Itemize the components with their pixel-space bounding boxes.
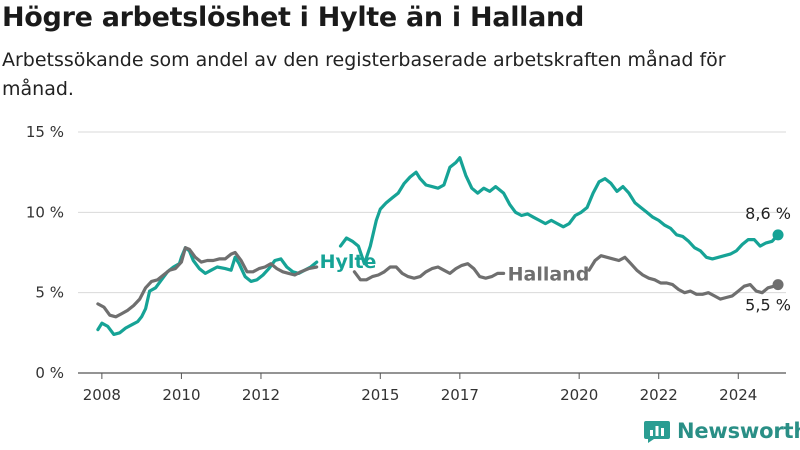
y-tick-label: 5 % <box>35 284 64 302</box>
x-tick-label: 2015 <box>361 386 399 404</box>
series-line-halland <box>587 254 780 301</box>
x-tick-label: 2022 <box>640 386 678 404</box>
series-labels: 8,6 % 5,5 % Hylte Halland <box>320 204 791 315</box>
chart-subtitle: Arbetssökande som andel av den registerb… <box>2 49 726 100</box>
series-line-hylte <box>338 156 780 266</box>
newsworthy-brand[interactable]: Newsworthy <box>644 419 800 443</box>
x-tick-label: 2012 <box>242 386 280 404</box>
end-point-hylte <box>772 229 784 241</box>
bar-chart-logo-icon <box>644 421 670 443</box>
end-point-halland <box>772 279 784 291</box>
chart-title: Högre arbetslöshet i Hylte än i Halland <box>2 2 584 33</box>
y-tick-label: 10 % <box>26 203 64 221</box>
x-tick-label: 2020 <box>560 386 598 404</box>
series-label-hylte: Hylte <box>320 251 377 273</box>
series-lines <box>96 156 784 336</box>
brand-name: Newsworthy <box>677 419 800 443</box>
y-tick-label: 0 % <box>35 364 64 382</box>
x-tick-label: 2008 <box>83 386 121 404</box>
series-line-hylte <box>96 246 319 336</box>
end-value-label-hylte: 8,6 % <box>745 204 791 223</box>
series-label-halland: Halland <box>508 263 590 285</box>
grid-lines <box>78 131 786 374</box>
x-tick-label: 2017 <box>441 386 479 404</box>
series-line-halland <box>96 246 319 319</box>
y-axis-ticks: 0 % 5 % 10 % 15 % <box>26 123 64 382</box>
series-line-halland <box>352 262 506 282</box>
y-tick-label: 15 % <box>26 123 64 141</box>
x-tick-label: 2024 <box>719 386 757 404</box>
x-axis-ticks: 2008 2010 2012 2015 2017 2020 2022 2024 <box>83 373 757 404</box>
x-tick-label: 2010 <box>162 386 200 404</box>
end-value-label-halland: 5,5 % <box>745 296 791 315</box>
